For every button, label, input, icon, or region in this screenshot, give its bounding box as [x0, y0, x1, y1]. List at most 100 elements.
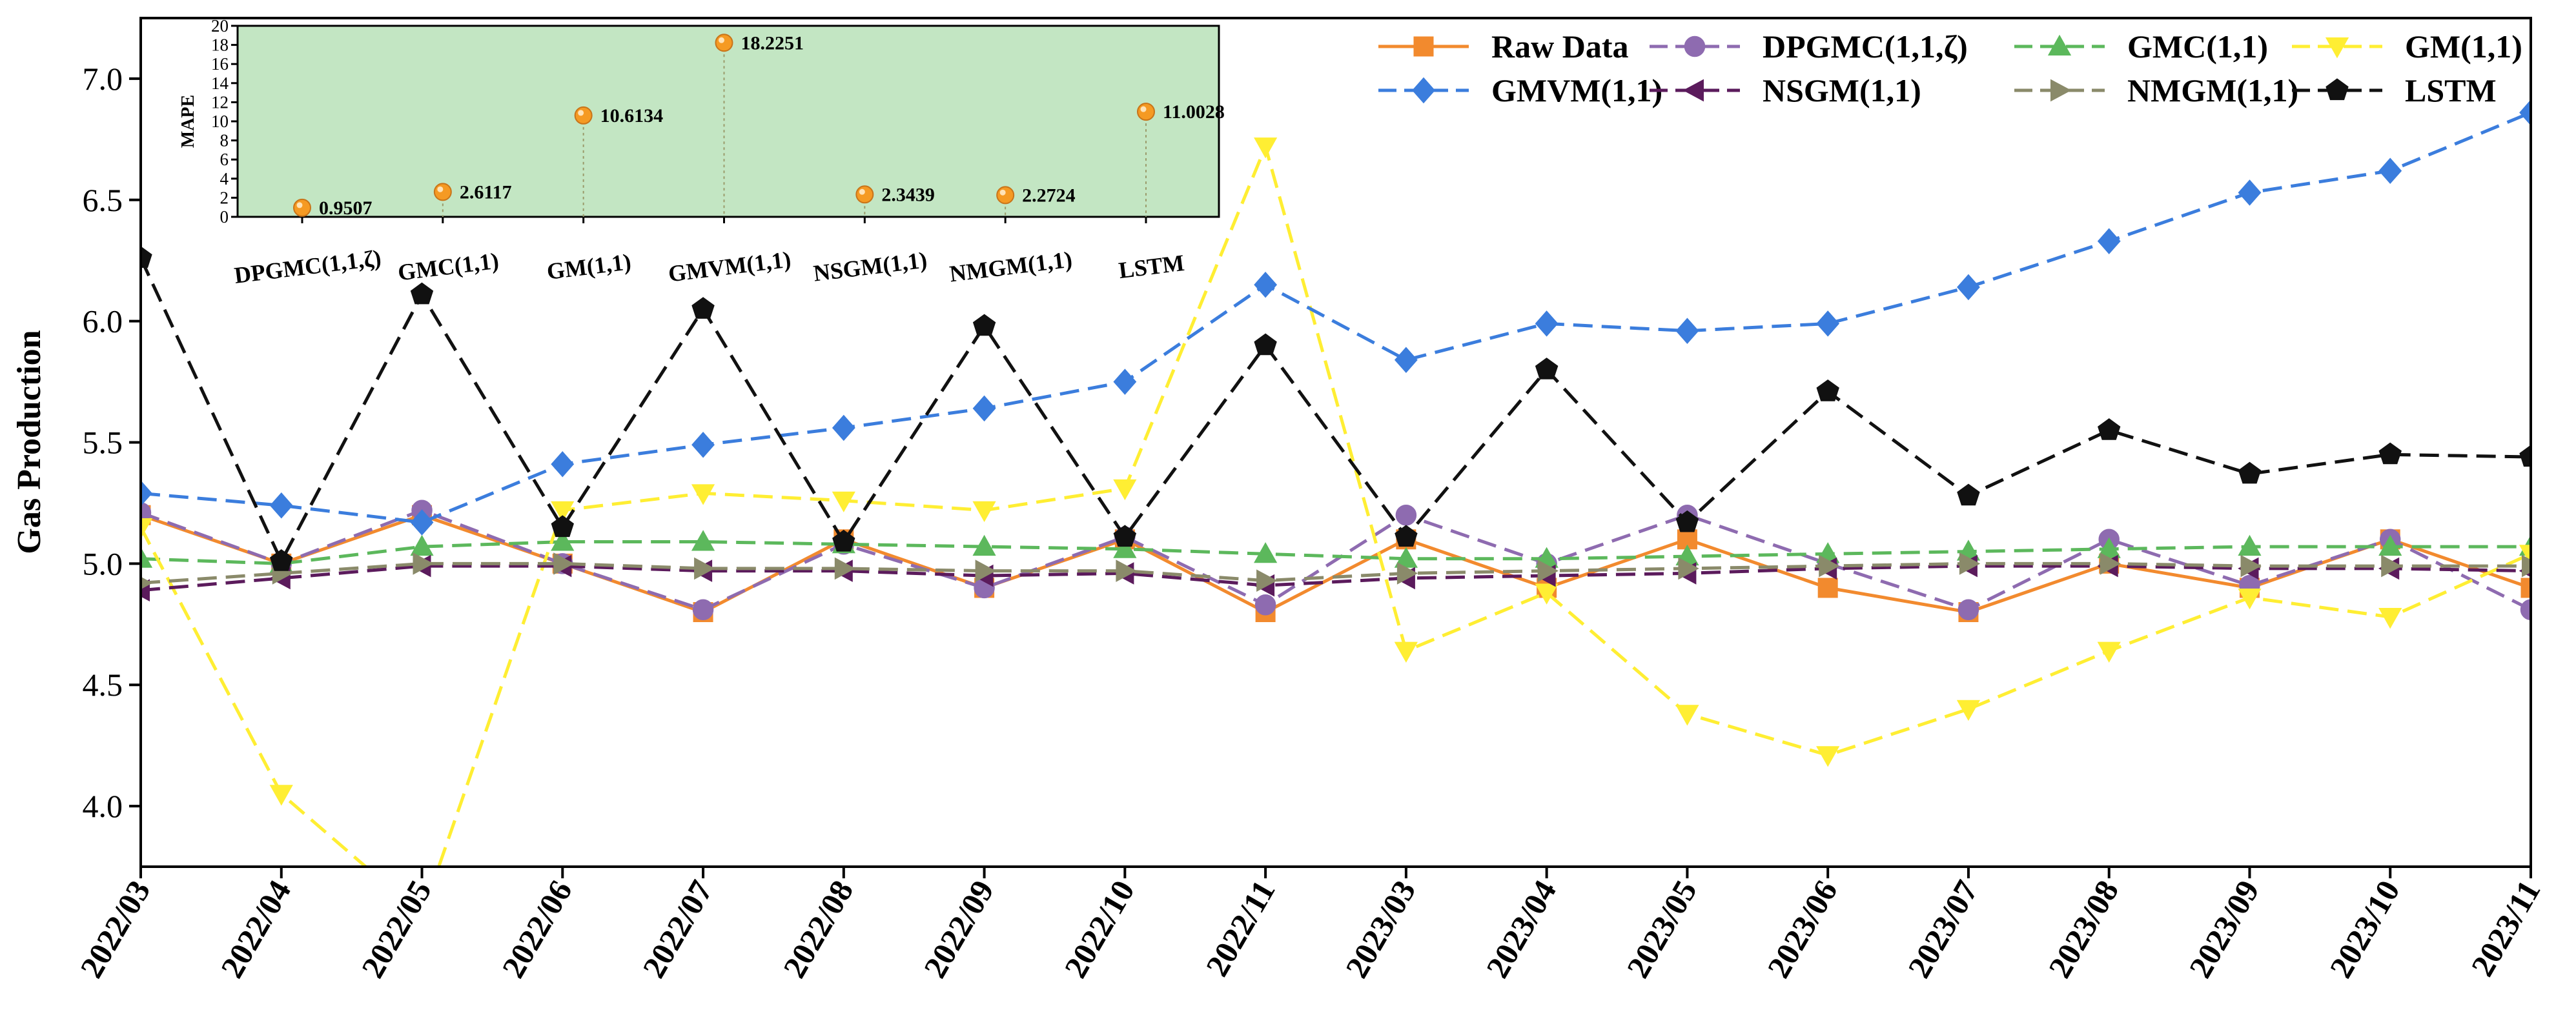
data-point-gm-1-1 — [269, 785, 293, 806]
legend-marker — [2326, 78, 2349, 101]
x-tick-label: 2022/11 — [1199, 874, 1282, 983]
inset-y-tick-label: 20 — [211, 16, 229, 35]
x-tick-label: 2023/04 — [1479, 874, 1563, 984]
legend-label: DPGMC(1,1,ζ) — [1763, 28, 1968, 65]
data-point-gmc-1-1 — [691, 530, 715, 551]
data-point-nmgm-1-1 — [1537, 560, 1559, 582]
x-tick-label: 2023/10 — [2322, 874, 2406, 984]
inset-point-highlight — [1140, 106, 1147, 112]
data-point-nmgm-1-1 — [1396, 562, 1418, 585]
data-point-nmgm-1-1 — [413, 552, 434, 575]
data-point-nmgm-1-1 — [834, 557, 856, 580]
data-point-nmgm-1-1 — [1256, 569, 1278, 592]
data-point-gmvm-1-1 — [551, 451, 575, 478]
data-point-nmgm-1-1 — [1678, 557, 1699, 580]
legend-label: GMVM(1,1) — [1491, 72, 1662, 108]
data-point-lstm — [410, 282, 434, 305]
series-nmgm-1-1 — [141, 552, 2531, 592]
data-point-lstm — [270, 549, 293, 571]
series-line-lstm — [141, 257, 2531, 565]
x-tick-label: 2023/06 — [1760, 874, 1844, 984]
data-point-gmc-1-1 — [1254, 542, 1278, 563]
data-point-nmgm-1-1 — [553, 552, 575, 575]
legend-marker — [2047, 34, 2072, 55]
data-point-lstm — [141, 246, 152, 268]
legend-marker — [1682, 79, 1704, 102]
legend-label: NSGM(1,1) — [1763, 72, 1921, 108]
series-gm-1-1 — [141, 137, 2531, 867]
series-line-gmc-1-1 — [141, 540, 2531, 565]
x-tick-label: 2023/09 — [2182, 874, 2266, 984]
inset-category-label: DPGMC(1,1,ζ) — [233, 245, 383, 288]
data-point-gm-1-1 — [2378, 608, 2402, 629]
inset-point-highlight — [578, 110, 584, 116]
data-point-raw-data — [2520, 578, 2531, 598]
inset-data-point — [1137, 103, 1155, 121]
legend-label: NMGM(1,1) — [2127, 72, 2298, 108]
inset-plot-area — [236, 25, 1220, 218]
data-point-nmgm-1-1 — [2240, 554, 2262, 578]
data-point-lstm — [832, 529, 855, 552]
data-point-lstm — [551, 515, 574, 538]
series-lstm — [141, 246, 2531, 571]
series-line-nsgm-1-1 — [141, 564, 2531, 592]
y-tick-label: 5.5 — [83, 425, 123, 461]
data-point-nmgm-1-1 — [2381, 554, 2402, 578]
data-point-gmc-1-1 — [410, 534, 434, 556]
inset-category-label: NSGM(1,1) — [812, 247, 929, 286]
inset-y-tick-label: 18 — [211, 35, 229, 55]
data-point-gmvm-1-1 — [1394, 347, 1418, 374]
inset-y-tick-label: 12 — [211, 92, 229, 112]
data-point-lstm — [1254, 333, 1277, 356]
inset-y-tick-label: 2 — [220, 188, 229, 207]
data-point-dpgmc-1-1 — [1254, 594, 1276, 616]
legend-label: GM(1,1) — [2405, 28, 2522, 65]
x-tick-label: 2023/08 — [2041, 874, 2125, 984]
legend-item-nsgm-1-1: NSGM(1,1) — [1650, 72, 1921, 108]
data-point-gmvm-1-1 — [972, 395, 996, 422]
data-point-gmc-1-1 — [972, 534, 996, 556]
inset-y-tick-label: 0 — [220, 207, 229, 227]
data-point-gmvm-1-1 — [1113, 368, 1137, 395]
data-point-raw-data — [1817, 578, 1838, 598]
x-tick-label: 2023/11 — [2464, 874, 2547, 983]
data-point-gm-1-1 — [691, 484, 715, 505]
inset-value-label: 10.6134 — [600, 105, 664, 126]
x-tick-label: 2023/05 — [1619, 874, 1703, 984]
data-point-gmc-1-1 — [2378, 534, 2402, 556]
inset-value-label: 2.2724 — [1022, 185, 1076, 206]
inset-value-label: 18.2251 — [741, 32, 804, 54]
legend-label: GMC(1,1) — [2127, 28, 2268, 65]
series-gmc-1-1 — [141, 530, 2531, 573]
data-point-lstm — [2098, 418, 2121, 440]
data-point-lstm — [2238, 461, 2262, 484]
data-point-gmc-1-1 — [2238, 534, 2262, 556]
x-tick-label: 2022/09 — [917, 874, 1001, 984]
inset-point-highlight — [296, 202, 303, 208]
data-point-lstm — [1957, 483, 1980, 506]
data-point-gm-1-1 — [1535, 583, 1559, 605]
x-tick-label: 2022/07 — [635, 874, 719, 984]
x-tick-label: 2022/06 — [495, 874, 578, 984]
data-point-gmvm-1-1 — [141, 480, 152, 507]
inset-y-tick-label: 6 — [220, 150, 229, 169]
data-point-lstm — [1535, 358, 1559, 379]
data-point-nmgm-1-1 — [975, 560, 996, 582]
inset-category-label: GMVM(1,1) — [667, 247, 792, 287]
data-point-lstm — [2519, 445, 2531, 467]
inset-point-highlight — [719, 37, 724, 43]
legend-item-nmgm-1-1: NMGM(1,1) — [2014, 72, 2298, 108]
legend-item-lstm: LSTM — [2292, 72, 2497, 108]
data-point-gm-1-1 — [832, 491, 855, 512]
inset-data-point — [855, 185, 874, 204]
data-point-gm-1-1 — [1675, 705, 1699, 726]
data-point-nmgm-1-1 — [2522, 554, 2531, 578]
data-point-nmgm-1-1 — [2100, 552, 2121, 575]
data-point-gmvm-1-1 — [410, 509, 434, 536]
legend-marker — [1684, 35, 1706, 57]
y-tick-label: 4.0 — [83, 788, 123, 824]
series-dpgmc-1-1 — [141, 499, 2531, 620]
data-point-gmvm-1-1 — [269, 492, 293, 519]
